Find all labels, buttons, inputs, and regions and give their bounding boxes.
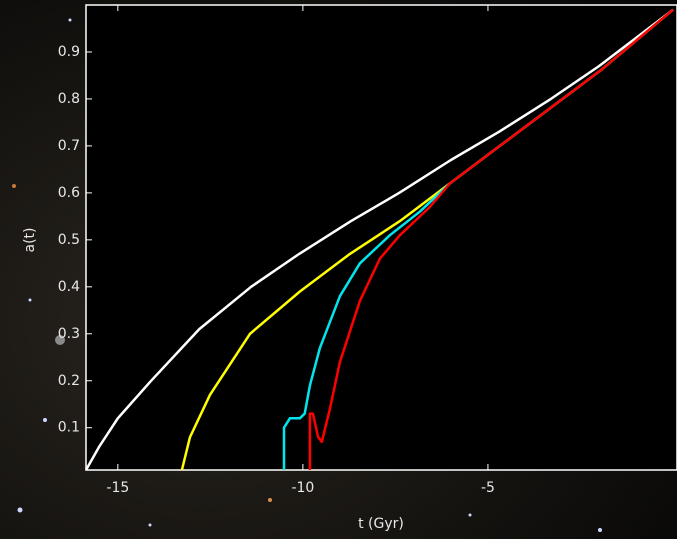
series-line <box>308 8 674 470</box>
y-axis-label: a(t) <box>22 228 38 253</box>
y-tick-label: 0.5 <box>58 232 80 248</box>
y-tick-label: 0.4 <box>58 279 80 295</box>
stars <box>12 18 602 532</box>
x-axis-label: t (Gyr) <box>358 516 404 532</box>
y-tick-label: 0.8 <box>58 91 80 107</box>
plot-area <box>85 4 677 471</box>
y-tick-label: 0.7 <box>58 138 80 154</box>
x-tick-label: -15 <box>106 480 129 496</box>
y-tick-label: 0.2 <box>58 373 80 389</box>
x-tick-label: -5 <box>481 480 495 496</box>
y-tick-label: 0.1 <box>58 420 80 436</box>
y-tick-label: 0.9 <box>58 44 80 60</box>
y-tick-label: 0.6 <box>58 185 80 201</box>
x-tick-label: -10 <box>291 480 314 496</box>
series-line <box>84 8 674 471</box>
y-tick-label: 0.3 <box>58 326 80 342</box>
